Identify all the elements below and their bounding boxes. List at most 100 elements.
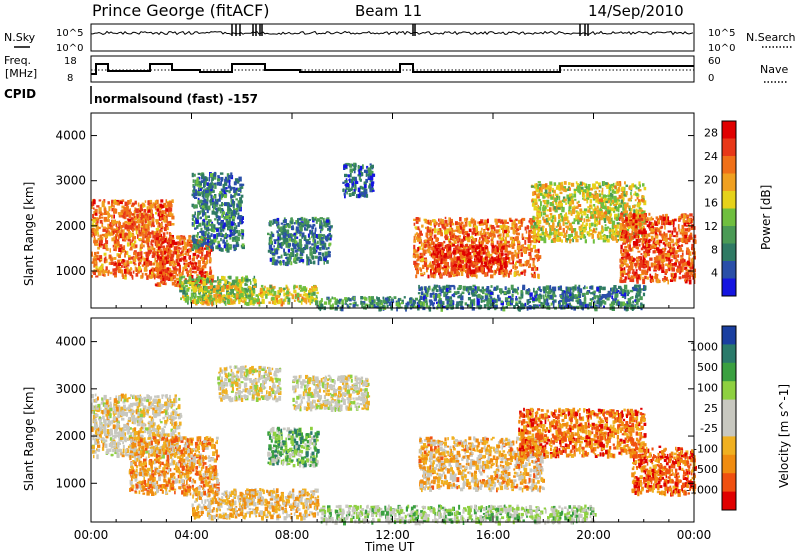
power-cell [235,293,239,298]
power-cell [193,189,197,194]
power-cell [487,218,489,224]
power-cell [582,210,585,213]
power-cell [202,173,205,177]
nsky-trace [91,24,694,36]
power-cell [452,250,456,255]
power-cell [465,217,469,221]
power-cell [196,214,199,220]
power-cell [145,256,149,260]
power-cell [376,301,380,305]
power-cell [268,223,271,227]
power-cell [337,299,341,304]
power-cell [164,216,167,221]
power-cell [150,213,154,218]
power-cell [140,208,143,212]
power-cell [518,226,520,230]
power-cell [245,289,249,293]
power-cell [303,218,306,222]
power-cell [167,202,171,207]
power-cell [122,229,125,234]
power-cell [152,262,155,266]
power-cell [432,255,436,259]
power-cell [598,190,601,193]
power-cell [220,285,224,289]
power-cell [561,215,564,220]
power-cell [189,296,192,301]
power-cell [192,234,196,238]
power-cell [127,218,132,223]
power-cell [216,299,220,303]
power-cell [98,272,102,276]
power-cell [335,300,338,306]
power-cell [412,254,415,258]
power-cell [228,181,231,186]
power-cell [490,229,494,233]
power-cell [311,296,314,300]
power-cell [91,251,93,254]
power-cell [283,238,287,243]
power-cell [308,237,311,241]
power-cell [291,225,294,230]
power-cell [239,186,243,189]
power-cell [227,295,231,299]
power-cell [191,289,193,292]
power-cell [202,222,205,226]
power-cell [531,267,535,271]
power-cell [155,252,158,256]
power-cell [180,284,184,288]
power-cell [140,243,143,247]
power-cell [105,266,108,271]
power-cell [128,255,131,261]
power-cell [139,204,143,209]
power-cell [158,261,162,266]
power-cell [140,227,143,232]
power-cell [198,245,202,249]
power-cell [452,243,455,247]
power-cell [204,286,208,291]
power-cell [189,267,192,272]
power-cell [209,294,213,300]
power-cell [240,280,244,284]
power-cell [238,283,243,289]
power-cell [605,203,607,207]
power-cell [538,257,540,261]
power-cell [534,267,537,271]
power-cell [505,264,507,270]
power-cell [280,254,283,259]
power-cell [162,277,166,281]
power-cell [144,215,148,219]
power-cell [306,295,309,300]
power-cell [209,173,213,178]
power-cell [121,264,123,268]
power-cell [216,232,219,238]
power-cell [312,260,316,265]
power-cell [124,250,127,254]
power-cell [139,259,143,262]
power-cell [514,268,517,271]
power-cell [107,216,110,222]
power-cell [101,263,104,267]
power-cell [114,230,118,233]
power-cell [95,254,98,258]
power-cell [500,252,504,256]
power-cell [459,244,463,248]
power-cell [161,281,164,284]
power-cell [456,256,460,261]
power-cell [299,289,303,292]
power-cell [192,179,195,183]
power-cell [187,281,190,284]
power-cell [200,249,204,252]
power-cell [449,231,452,236]
power-cell [574,198,577,201]
power-cell [308,291,311,296]
power-cell [233,293,236,296]
power-cell [128,202,132,205]
power-cell [349,178,351,183]
nave-label: Nave [760,63,788,76]
power-cell [249,287,252,290]
power-cell [234,229,238,234]
power-cell [233,285,236,289]
power-cell [283,260,285,266]
power-cell [206,290,210,293]
power-cell [133,244,136,249]
